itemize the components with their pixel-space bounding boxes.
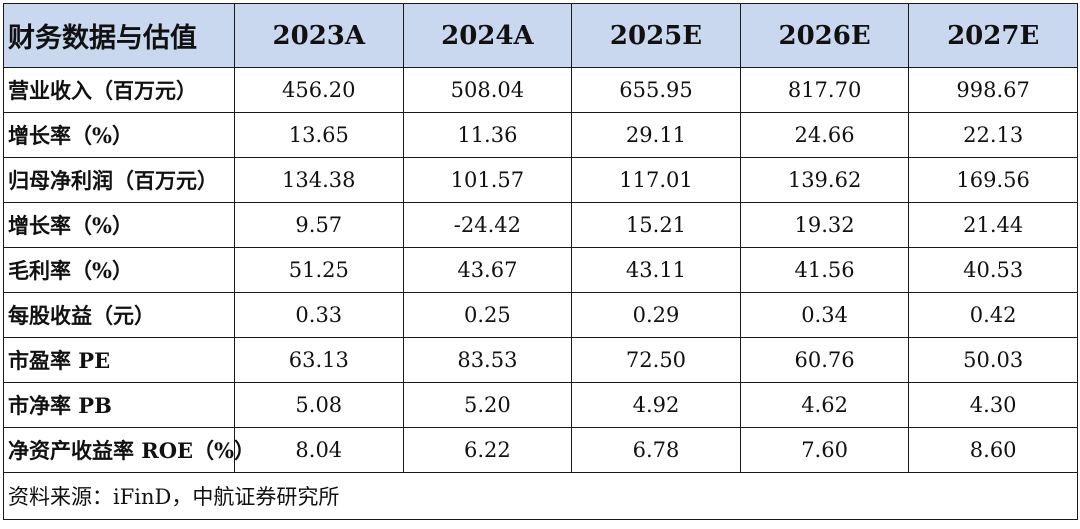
- table-cell: 24.66: [739, 112, 910, 158]
- table-cell: 0.42: [908, 292, 1078, 338]
- table-cell: 41.56: [739, 247, 910, 293]
- year-header: 2025E: [571, 3, 741, 68]
- table-cell: 22.13: [908, 112, 1078, 158]
- table-cell: 508.04: [402, 67, 573, 113]
- row-label: 营业收入（百万元）: [3, 67, 235, 113]
- year-header: 2027E: [908, 3, 1078, 68]
- table-row: 净资产收益率 ROE（%） 8.04 6.22 6.78 7.60 8.60: [3, 427, 1078, 473]
- table-cell: 0.25: [402, 292, 573, 338]
- table-cell: 4.62: [739, 382, 910, 428]
- year-header: 2023A: [234, 3, 404, 68]
- table-cell: 29.11: [571, 112, 741, 158]
- table-row: 毛利率（%） 51.25 43.67 43.11 41.56 40.53: [3, 247, 1078, 293]
- table-cell: 43.67: [402, 247, 573, 293]
- table-row: 增长率（%） 9.57 -24.42 15.21 19.32 21.44: [3, 202, 1078, 248]
- table-cell: 43.11: [571, 247, 741, 293]
- year-header: 2026E: [739, 3, 910, 68]
- table-cell: 11.36: [402, 112, 573, 158]
- table-row: 营业收入（百万元） 456.20 508.04 655.95 817.70 99…: [3, 67, 1078, 113]
- table-cell: 998.67: [908, 67, 1078, 113]
- table-cell: 4.30: [908, 382, 1078, 428]
- table-cell: 139.62: [739, 157, 910, 203]
- row-label: 归母净利润（百万元）: [3, 157, 235, 203]
- table-cell: 4.92: [571, 382, 741, 428]
- table-cell: 101.57: [402, 157, 573, 203]
- table-cell: 117.01: [571, 157, 741, 203]
- table-cell: 7.60: [739, 427, 910, 473]
- table-cell: 9.57: [234, 202, 404, 248]
- table-cell: 51.25: [234, 247, 404, 293]
- table-cell: 6.22: [402, 427, 573, 473]
- header-row: 财务数据与估值 2023A 2024A 2025E 2026E 2027E: [3, 3, 1078, 68]
- row-label: 毛利率（%）: [3, 247, 235, 293]
- table-cell: 72.50: [571, 337, 741, 383]
- table-cell: 40.53: [908, 247, 1078, 293]
- table-cell: 817.70: [739, 67, 910, 113]
- source-note: 资料来源：iFinD，中航证券研究所: [3, 472, 1078, 520]
- table-cell: 6.78: [571, 427, 741, 473]
- table-row: 市盈率 PE 63.13 83.53 72.50 60.76 50.03: [3, 337, 1078, 383]
- table-cell: 63.13: [234, 337, 404, 383]
- row-label: 每股收益（元）: [3, 292, 235, 338]
- table-cell: 0.34: [739, 292, 910, 338]
- row-label: 增长率（%）: [3, 112, 235, 158]
- corner-label: 财务数据与估值: [3, 3, 235, 68]
- table-cell: 0.29: [571, 292, 741, 338]
- table-cell: 60.76: [739, 337, 910, 383]
- table-cell: 8.60: [908, 427, 1078, 473]
- financial-valuation-table: 财务数据与估值 2023A 2024A 2025E 2026E 2027E 营业…: [3, 3, 1078, 520]
- table-cell: 169.56: [908, 157, 1078, 203]
- table-cell: 21.44: [908, 202, 1078, 248]
- table-cell: -24.42: [402, 202, 573, 248]
- table-cell: 19.32: [739, 202, 910, 248]
- table-cell: 83.53: [402, 337, 573, 383]
- table-cell: 134.38: [234, 157, 404, 203]
- table-cell: 0.33: [234, 292, 404, 338]
- table-row: 增长率（%） 13.65 11.36 29.11 24.66 22.13: [3, 112, 1078, 158]
- row-label: 市净率 PB: [3, 382, 235, 428]
- table-cell: 8.04: [234, 427, 404, 473]
- table-cell: 5.20: [402, 382, 573, 428]
- table-cell: 13.65: [234, 112, 404, 158]
- table-row: 市净率 PB 5.08 5.20 4.92 4.62 4.30: [3, 382, 1078, 428]
- row-label: 市盈率 PE: [3, 337, 235, 383]
- table-cell: 655.95: [571, 67, 741, 113]
- year-header: 2024A: [402, 3, 573, 68]
- table-cell: 5.08: [234, 382, 404, 428]
- table-cell: 456.20: [234, 67, 404, 113]
- table-row: 归母净利润（百万元） 134.38 101.57 117.01 139.62 1…: [3, 157, 1078, 203]
- row-label: 增长率（%）: [3, 202, 235, 248]
- source-row: 资料来源：iFinD，中航证券研究所: [3, 472, 1078, 520]
- row-label: 净资产收益率 ROE（%）: [3, 427, 255, 473]
- table-cell: 50.03: [908, 337, 1078, 383]
- table-cell: 15.21: [571, 202, 741, 248]
- table-row: 每股收益（元） 0.33 0.25 0.29 0.34 0.42: [3, 292, 1078, 338]
